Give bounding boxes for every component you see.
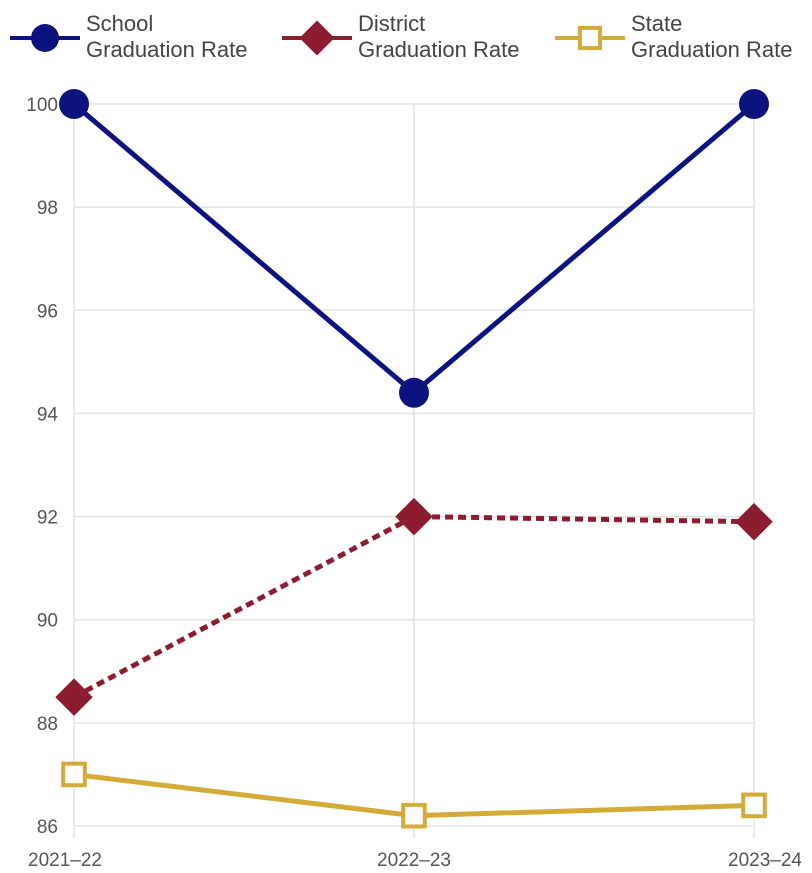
data-point xyxy=(399,377,429,408)
legend-item-1: District Graduation Rate xyxy=(282,11,519,62)
legend-label: School Graduation Rate xyxy=(86,11,247,62)
x-tick-label: 2022–23 xyxy=(377,850,451,871)
data-point xyxy=(55,678,93,716)
legend: School Graduation Rate District Graduation … xyxy=(10,11,792,62)
legend-marker xyxy=(299,20,335,56)
series-1 xyxy=(55,497,773,716)
y-tick-label: 94 xyxy=(37,404,59,425)
legend-label: State Graduation Rate xyxy=(631,11,792,62)
x-tick-label: 2021–22 xyxy=(28,850,102,871)
data-point xyxy=(735,502,773,541)
data-point xyxy=(395,497,433,536)
series xyxy=(55,89,773,829)
data-point xyxy=(739,89,769,119)
y-tick-label: 92 xyxy=(37,508,58,529)
grid xyxy=(73,103,755,838)
y-tick-label: 88 xyxy=(37,714,58,735)
data-point xyxy=(401,802,427,829)
legend-label: District Graduation Rate xyxy=(358,11,519,62)
data-point xyxy=(59,89,89,119)
y-tick-label: 100 xyxy=(26,95,58,116)
y-tick-label: 86 xyxy=(37,817,58,838)
x-tick-label: 2023–24 xyxy=(728,850,802,871)
legend-marker xyxy=(577,25,603,51)
legend-marker xyxy=(31,24,59,52)
y-tick-label: 96 xyxy=(37,301,58,322)
y-tick-label: 90 xyxy=(37,611,58,632)
legend-item-2: State Graduation Rate xyxy=(555,11,792,62)
y-tick-label: 98 xyxy=(37,198,58,219)
series-2 xyxy=(61,761,767,829)
data-point xyxy=(61,761,87,788)
legend-item-0: School Graduation Rate xyxy=(10,11,247,62)
data-point xyxy=(741,792,767,819)
axis-ticks: 86 88 90 92 94 96 98 100 2021–22 2022–23 2023–24 xyxy=(26,95,802,871)
series-0 xyxy=(59,89,769,408)
